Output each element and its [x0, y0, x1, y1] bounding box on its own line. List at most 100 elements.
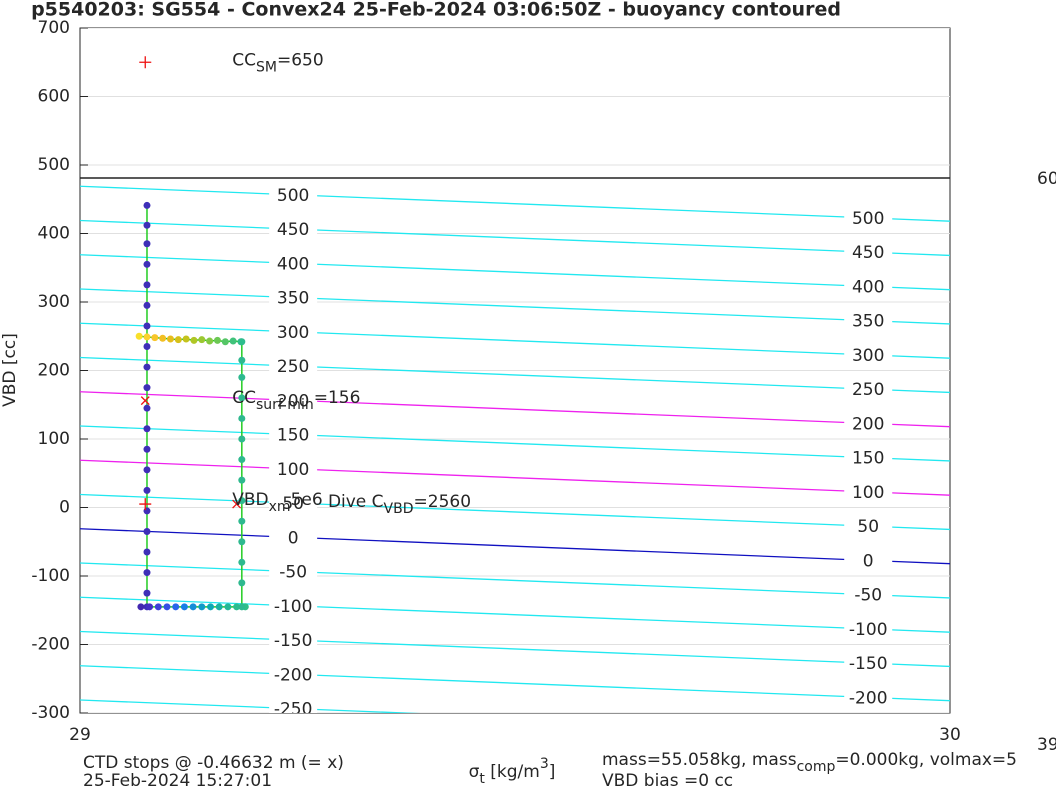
data-point: [238, 356, 246, 364]
contour-label: 400: [852, 277, 884, 297]
annotation-part: VBD: [232, 490, 268, 510]
contour-label-bg: [844, 277, 893, 296]
data-point: [163, 603, 171, 611]
annotation: CCSM=650: [232, 50, 323, 75]
y-tick-label: 500: [38, 155, 70, 175]
contour-label-bg: [844, 414, 893, 433]
contour-line: [80, 528, 950, 565]
data-point: [143, 281, 151, 289]
data-point: [146, 603, 154, 611]
contour-label-bg: [844, 208, 893, 227]
contour-label-bg: [269, 459, 318, 478]
y-tick-label: -300: [31, 703, 70, 723]
data-point: [143, 527, 151, 535]
data-point: [238, 497, 246, 505]
data-point: [238, 435, 246, 443]
contour-label-bg: [269, 665, 318, 684]
contour-line: [80, 459, 950, 496]
data-point: [143, 486, 151, 494]
data-point: [159, 334, 167, 342]
y-tick-label: 400: [38, 224, 70, 244]
data-point: [172, 603, 180, 611]
contour-line: [80, 254, 950, 291]
data-point: [238, 373, 246, 381]
marker: [139, 56, 152, 69]
contour-line: [80, 425, 950, 462]
data-point: [143, 363, 151, 371]
data-point: [143, 445, 151, 453]
contour-label-bg: [269, 220, 318, 239]
data-point: [180, 603, 188, 611]
contour-label-bg: [844, 243, 893, 262]
contour-label-bg: [269, 288, 318, 307]
contour-label-bg: [269, 562, 318, 581]
data-point: [143, 466, 151, 474]
annotation-part: =156: [314, 388, 361, 408]
contour-label: 300: [277, 323, 309, 343]
data-point: [166, 335, 174, 343]
data-point: [206, 337, 214, 345]
contour-label: 50: [857, 517, 879, 537]
contour-label-bg: [269, 357, 318, 376]
annotation-part: Dive C: [328, 492, 384, 512]
data-point: [143, 240, 151, 248]
plot-content: -250 -200 -200 -150 -150 -100 -100 -50 -50 0 0 50 50…: [80, 28, 950, 720]
contour-label: 0: [863, 551, 874, 571]
contour-line: [80, 356, 950, 394]
contour-line: [80, 391, 950, 428]
footer-right-part: mass=55.058kg, mass: [602, 750, 797, 770]
data-point: [143, 333, 151, 341]
contour-label: 200: [852, 414, 884, 434]
data-point: [213, 336, 221, 344]
x-axis-label-part: ]: [549, 762, 556, 782]
contour-label: -250: [274, 700, 313, 720]
y-tick-label: 200: [38, 361, 70, 381]
contour-label-bg: [269, 596, 318, 615]
contour-label: -100: [274, 597, 313, 617]
x-axis-label-part: t: [479, 771, 485, 787]
data-point: [238, 414, 246, 422]
y-axis-label: VBD [cc]: [0, 333, 20, 407]
data-point: [135, 332, 143, 340]
contour-label-bg: [844, 619, 893, 638]
contour-label-bg: [269, 699, 318, 713]
contour-label: 150: [852, 449, 884, 469]
contour-label: -150: [274, 631, 313, 651]
contour-label-bg: [844, 482, 893, 501]
data-point: [154, 603, 162, 611]
data-point: [238, 603, 246, 611]
contour-label-bg: [844, 380, 893, 399]
contour-line: [80, 665, 950, 702]
annotation-part: =2560: [414, 492, 472, 512]
data-point: [143, 548, 151, 556]
contour-label: 400: [277, 254, 309, 274]
data-point: [143, 569, 151, 577]
annotation-part: SM: [256, 59, 277, 75]
data-point: [143, 301, 151, 309]
contour-label: -50: [279, 563, 307, 583]
x-axis-label: σt [kg/m3]: [469, 756, 556, 787]
data-point: [198, 336, 206, 344]
data-point: [233, 603, 241, 611]
annotation: Dive CVBD=2560: [328, 492, 471, 517]
contour-label-bg: [269, 322, 318, 341]
contour-label: 500: [277, 186, 309, 206]
contour-label-bg: [269, 425, 318, 444]
x-axis-label-part: σ: [469, 762, 480, 782]
contour-label: -50: [854, 586, 882, 606]
y-tick-label: 300: [38, 292, 70, 312]
contour-label: -100: [849, 620, 888, 640]
contour-label-bg: [844, 311, 893, 330]
data-point: [137, 603, 145, 611]
data-point: [238, 476, 246, 484]
contour-label: 150: [277, 426, 309, 446]
footer-right-part: comp: [797, 759, 836, 775]
annotation-part: =650: [277, 50, 324, 70]
contour-label-bg: [269, 494, 318, 513]
data-point: [143, 589, 151, 597]
contour-label-bg: [844, 551, 893, 570]
contour-line: [80, 699, 421, 713]
contour-label: -200: [849, 688, 888, 708]
x-axis-label-part: [kg/m: [485, 762, 540, 782]
